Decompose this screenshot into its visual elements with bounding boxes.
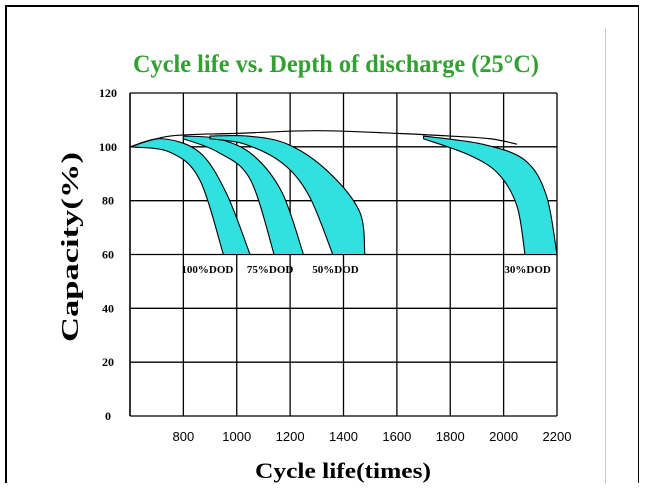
series-label-75pct-dod: 75%DOD <box>247 264 294 276</box>
x-tick-label: 800 <box>173 429 195 444</box>
y-tick-label: 80 <box>102 194 114 208</box>
x-tick-label: 2200 <box>543 429 572 444</box>
y-axis-label: Capacity(%) <box>58 152 84 342</box>
band-100pct-dod <box>129 138 251 256</box>
y-tick-label: 60 <box>102 248 114 262</box>
x-tick-label: 1800 <box>436 429 465 444</box>
y-tick-label: 40 <box>102 301 114 315</box>
right-divider <box>605 28 606 484</box>
y-tick-label: 120 <box>99 86 117 100</box>
plot-area: 100%DOD 75%DOD 50%DOD 30%DOD 0 20 40 60 80 100 120… <box>99 86 571 444</box>
y-tick-label: 0 <box>105 409 111 423</box>
band-50pct-dod <box>209 134 366 256</box>
x-tick-label: 1000 <box>222 429 251 444</box>
x-tick-label: 1400 <box>329 429 358 444</box>
series-label-100pct-dod: 100%DOD <box>181 264 233 276</box>
chart-title: Cycle life vs. Depth of discharge (25°C) <box>133 51 539 78</box>
x-axis-label: Cycle life(times) <box>255 458 431 483</box>
y-tick-label: 100 <box>99 140 117 154</box>
x-tick-label: 1200 <box>276 429 305 444</box>
series-label-30pct-dod: 30%DOD <box>504 264 551 276</box>
x-tick-label: 1600 <box>382 429 411 444</box>
figure-frame <box>5 5 639 483</box>
series-label-50pct-dod: 50%DOD <box>312 264 359 276</box>
x-tick-label: 2000 <box>489 429 518 444</box>
y-tick-label: 20 <box>102 355 114 369</box>
capacity-envelope-line <box>129 130 518 148</box>
band-30pct-dod <box>423 135 558 256</box>
